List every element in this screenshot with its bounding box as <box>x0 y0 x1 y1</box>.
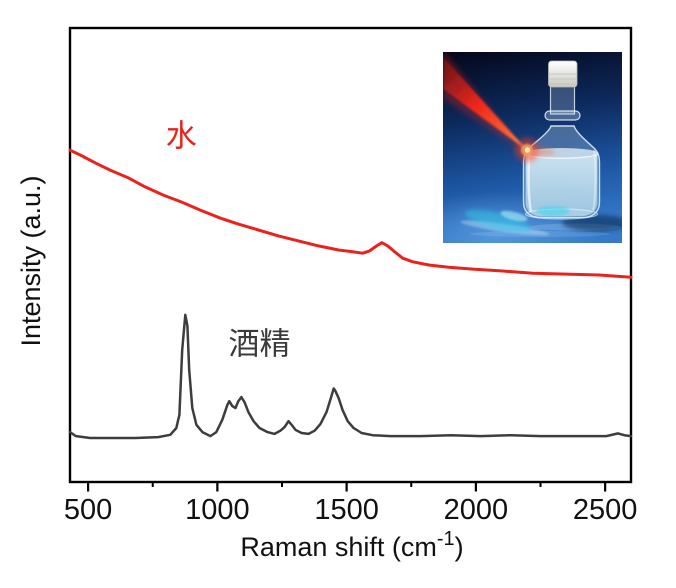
x-axis-tick-labels: 500 1000 1500 2000 2500 <box>64 494 638 526</box>
x-tick-label: 1500 <box>314 494 379 526</box>
x-axis-label: Raman shift (cm-1) <box>240 528 463 562</box>
plot-frame <box>68 26 633 484</box>
x-tick-label: 1000 <box>185 494 250 526</box>
laser-beam <box>443 52 528 154</box>
spectra-curves <box>68 148 633 440</box>
liquid-bottom-cyan <box>536 206 570 216</box>
alcohol-spectrum-line <box>68 313 633 440</box>
x-axis-ticks <box>86 482 607 492</box>
y-axis-label: Intensity (a.u.) <box>16 175 46 346</box>
x-axis-label-close: ) <box>455 532 464 562</box>
bottle-liquid <box>525 154 598 216</box>
glass-highlight-right <box>592 149 597 211</box>
x-tick-label: 2000 <box>444 494 509 526</box>
bottle-cap <box>548 60 578 88</box>
scattered-cyan-light <box>464 209 532 233</box>
x-tick-label: 500 <box>64 494 112 526</box>
bottle-neck <box>549 84 576 115</box>
water-label: 水 <box>166 119 197 154</box>
x-axis-label-superscript: -1 <box>437 528 455 550</box>
beam-impact-glow <box>515 138 555 162</box>
alcohol-label: 酒精 <box>229 327 291 362</box>
x-tick-label: 2500 <box>573 494 638 526</box>
bottle-neck-ring <box>544 110 581 121</box>
inset-photo <box>443 52 622 243</box>
water-spectrum-line <box>68 148 633 279</box>
x-axis-label-main: Raman shift (cm <box>240 532 437 562</box>
